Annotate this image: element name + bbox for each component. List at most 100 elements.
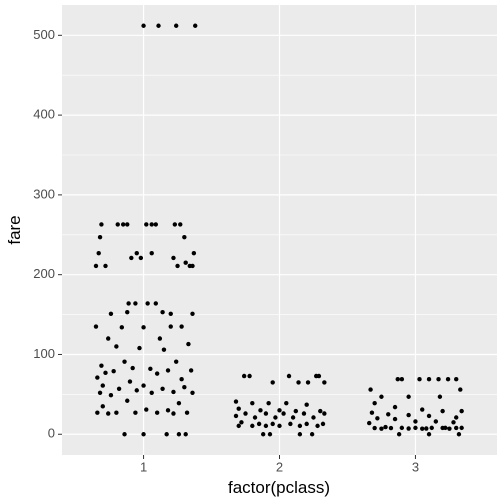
- point: [130, 365, 135, 371]
- point: [297, 423, 303, 429]
- points: [93, 23, 464, 437]
- point: [447, 426, 452, 431]
- point: [144, 222, 149, 227]
- point: [406, 426, 411, 431]
- point: [122, 432, 127, 437]
- point: [296, 380, 301, 385]
- point: [396, 432, 402, 437]
- point: [406, 412, 411, 418]
- point: [125, 222, 130, 227]
- grid: [62, 5, 497, 455]
- point: [153, 222, 158, 227]
- y-axis-title: fare: [5, 215, 24, 244]
- point: [288, 421, 293, 427]
- point: [379, 394, 384, 399]
- point: [137, 345, 142, 351]
- point: [250, 423, 255, 429]
- point: [433, 419, 439, 424]
- point: [182, 384, 187, 390]
- point: [424, 426, 429, 431]
- point: [114, 410, 119, 415]
- point: [399, 377, 405, 382]
- point: [252, 415, 258, 420]
- point: [458, 387, 463, 392]
- point: [440, 425, 445, 431]
- point: [233, 399, 239, 404]
- point: [114, 344, 119, 349]
- x-tick-label: 1: [140, 459, 147, 474]
- point: [406, 394, 411, 399]
- point: [179, 377, 184, 382]
- point: [426, 413, 432, 419]
- point: [168, 311, 173, 316]
- point: [133, 301, 138, 306]
- point: [286, 373, 292, 379]
- point: [171, 389, 176, 395]
- point: [388, 425, 394, 431]
- point: [184, 410, 190, 415]
- point: [182, 234, 187, 240]
- point: [134, 250, 139, 256]
- point: [383, 424, 388, 430]
- point: [129, 255, 134, 261]
- point: [175, 263, 180, 269]
- point: [301, 411, 307, 416]
- point: [126, 301, 131, 306]
- point: [290, 415, 296, 420]
- point: [320, 421, 326, 427]
- point: [395, 377, 400, 382]
- point: [284, 400, 289, 406]
- point: [160, 386, 165, 391]
- point: [108, 311, 114, 316]
- point: [266, 400, 271, 406]
- point: [149, 390, 154, 395]
- point: [173, 359, 179, 364]
- point: [273, 415, 278, 420]
- point: [106, 411, 111, 416]
- point: [164, 432, 169, 437]
- point: [392, 404, 398, 410]
- point: [100, 383, 105, 388]
- point: [176, 400, 182, 406]
- point: [156, 23, 161, 28]
- point: [379, 426, 384, 431]
- point: [322, 411, 327, 416]
- point: [459, 425, 464, 431]
- point: [141, 432, 146, 437]
- point: [176, 432, 182, 437]
- point: [239, 420, 244, 425]
- point: [241, 373, 247, 379]
- point: [297, 432, 303, 437]
- point: [93, 324, 99, 329]
- point: [260, 432, 266, 437]
- point: [108, 392, 114, 398]
- point: [186, 341, 191, 347]
- point: [309, 432, 315, 437]
- point: [190, 390, 195, 395]
- point: [293, 408, 299, 414]
- point: [270, 421, 275, 427]
- point: [171, 411, 176, 416]
- point: [99, 222, 104, 227]
- point: [165, 368, 171, 373]
- point: [120, 222, 126, 227]
- x-axis-title: factor(pclass): [228, 478, 330, 497]
- point: [154, 371, 160, 376]
- x-tick-label: 3: [412, 459, 419, 474]
- point: [125, 398, 130, 403]
- point: [141, 23, 146, 28]
- point: [426, 377, 432, 382]
- point: [456, 432, 462, 437]
- point: [322, 380, 327, 385]
- point: [451, 420, 456, 425]
- point: [116, 386, 122, 391]
- point: [372, 425, 377, 431]
- y-tick-label: 500: [33, 27, 55, 42]
- point: [190, 311, 195, 316]
- y-tick-label: 200: [33, 266, 55, 281]
- point: [141, 325, 146, 330]
- point: [119, 325, 125, 330]
- point: [125, 309, 130, 315]
- point: [106, 336, 111, 341]
